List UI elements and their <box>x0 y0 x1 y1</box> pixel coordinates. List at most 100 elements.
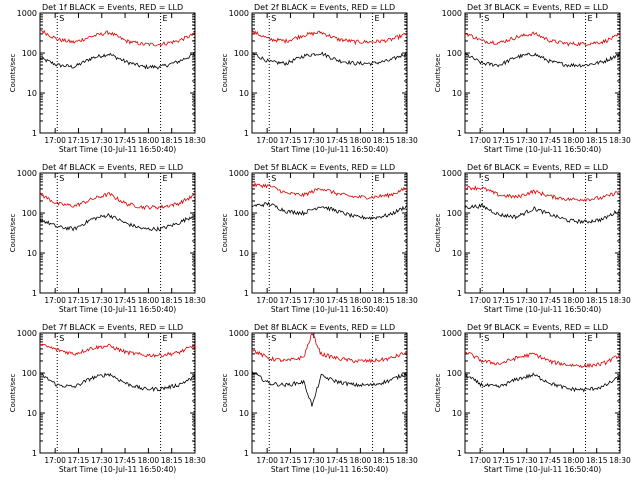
y-axis-label: Counts/sec <box>9 374 17 413</box>
x-tick-label: 18:30 <box>184 296 206 305</box>
series-lld <box>251 182 408 200</box>
x-tick-label: 18:00 <box>563 456 585 465</box>
series-events <box>39 213 196 232</box>
x-tick-label: 17:45 <box>326 456 348 465</box>
y-tick-label: 1000 <box>442 329 462 338</box>
x-tick-label: 18:00 <box>138 136 160 145</box>
panel-title: Det 1f BLACK = Events, RED = LLD <box>42 3 183 12</box>
x-axis-label: Start Time (10-Jul-11 16:50:40) <box>271 305 388 314</box>
y-tick-label: 1000 <box>17 329 37 338</box>
marker-label: S <box>271 334 276 343</box>
panel-title: Det 3f BLACK = Events, RED = LLD <box>467 3 608 12</box>
marker-label: E <box>588 174 593 183</box>
plot-frame <box>464 332 621 454</box>
plot-frame <box>39 12 196 134</box>
y-axis-label: Counts/sec <box>221 374 229 413</box>
y-tick-label: 1 <box>32 289 37 298</box>
x-tick-label: 18:00 <box>138 456 160 465</box>
y-tick-label: 10 <box>452 409 462 418</box>
x-tick-label: 17:15 <box>68 296 90 305</box>
x-tick-label: 18:15 <box>373 296 395 305</box>
y-axis-label: Counts/sec <box>434 54 442 93</box>
y-tick-label: 100 <box>447 49 462 58</box>
x-tick-label: 17:45 <box>539 136 561 145</box>
x-tick-label: 17:15 <box>493 456 515 465</box>
x-tick-label: 17:00 <box>256 136 278 145</box>
y-axis-label: Counts/sec <box>221 214 229 253</box>
marker-label: S <box>59 334 64 343</box>
x-tick-label: 17:30 <box>516 296 538 305</box>
y-axis-label: Counts/sec <box>434 374 442 413</box>
panel-det-8: Det 8f BLACK = Events, RED = LLD 1 10 100 10… <box>221 323 418 474</box>
series-events <box>251 370 408 407</box>
y-tick-label: 1000 <box>442 9 462 18</box>
marker-label: E <box>588 14 593 23</box>
x-axis-label: Start Time (10-Jul-11 16:50:40) <box>484 145 601 154</box>
y-tick-label: 100 <box>22 49 37 58</box>
plot-frame <box>39 332 196 454</box>
x-tick-label: 17:15 <box>68 456 90 465</box>
panel-title: Det 2f BLACK = Events, RED = LLD <box>254 3 395 12</box>
x-tick-label: 18:30 <box>609 456 631 465</box>
x-tick-label: 17:00 <box>256 296 278 305</box>
x-axis-label: Start Time (10-Jul-11 16:50:40) <box>484 305 601 314</box>
x-tick-label: 17:45 <box>114 296 136 305</box>
series-lld <box>40 29 196 47</box>
x-tick-label: 17:15 <box>280 456 302 465</box>
panel-det-4: Det 4f BLACK = Events, RED = LLD 1 10 100 10… <box>9 163 206 314</box>
y-tick-label: 1 <box>457 289 462 298</box>
panel-title: Det 7f BLACK = Events, RED = LLD <box>42 323 183 332</box>
y-tick-label: 1 <box>244 449 249 458</box>
x-tick-label: 17:00 <box>44 296 66 305</box>
plot-frame <box>251 332 408 454</box>
x-tick-label: 18:00 <box>350 456 372 465</box>
x-tick-label: 18:30 <box>396 456 418 465</box>
panel-det-5: Det 5f BLACK = Events, RED = LLD 1 10 100 10… <box>221 163 418 314</box>
x-tick-label: 17:45 <box>326 136 348 145</box>
y-axis-label: Counts/sec <box>221 54 229 93</box>
x-tick-label: 17:45 <box>539 456 561 465</box>
x-tick-label: 17:00 <box>44 456 66 465</box>
x-tick-label: 17:45 <box>539 296 561 305</box>
y-tick-label: 1000 <box>17 9 37 18</box>
x-tick-label: 17:15 <box>493 296 515 305</box>
x-axis-label: Start Time (10-Jul-11 16:50:40) <box>484 465 601 474</box>
y-tick-label: 100 <box>234 369 249 378</box>
panel-det-3: Det 3f BLACK = Events, RED = LLD 1 10 100 10… <box>434 3 631 154</box>
marker-label: E <box>163 334 168 343</box>
x-tick-label: 18:30 <box>609 296 631 305</box>
marker-label: S <box>271 174 276 183</box>
series-events <box>39 52 196 70</box>
y-tick-label: 1000 <box>229 169 249 178</box>
y-tick-label: 10 <box>239 409 249 418</box>
x-tick-label: 18:00 <box>350 136 372 145</box>
panel-title: Det 9f BLACK = Events, RED = LLD <box>467 323 608 332</box>
panel-det-6: Det 6f BLACK = Events, RED = LLD 1 10 100 10… <box>434 163 631 314</box>
x-tick-label: 17:45 <box>114 456 136 465</box>
y-tick-label: 1000 <box>17 169 37 178</box>
x-tick-label: 18:15 <box>586 296 608 305</box>
x-tick-label: 17:00 <box>256 456 278 465</box>
panel-title: Det 5f BLACK = Events, RED = LLD <box>254 163 395 172</box>
x-tick-label: 18:00 <box>138 296 160 305</box>
y-tick-label: 1000 <box>229 329 249 338</box>
y-tick-label: 1 <box>457 449 462 458</box>
series-events <box>251 51 408 67</box>
y-tick-label: 10 <box>27 249 37 258</box>
series-lld <box>464 351 621 369</box>
x-tick-label: 17:00 <box>469 296 491 305</box>
x-axis-label: Start Time (10-Jul-11 16:50:40) <box>271 465 388 474</box>
y-tick-label: 1 <box>244 129 249 138</box>
x-tick-label: 17:30 <box>91 136 113 145</box>
x-tick-label: 17:00 <box>469 136 491 145</box>
y-tick-label: 1000 <box>442 169 462 178</box>
marker-label: E <box>163 14 168 23</box>
series-lld <box>251 29 408 46</box>
x-tick-label: 17:30 <box>91 296 113 305</box>
series-lld <box>464 31 621 47</box>
series-events <box>39 372 196 392</box>
marker-label: E <box>163 174 168 183</box>
x-tick-label: 18:15 <box>373 456 395 465</box>
marker-label: S <box>484 174 489 183</box>
y-axis-label: Counts/sec <box>9 54 17 93</box>
